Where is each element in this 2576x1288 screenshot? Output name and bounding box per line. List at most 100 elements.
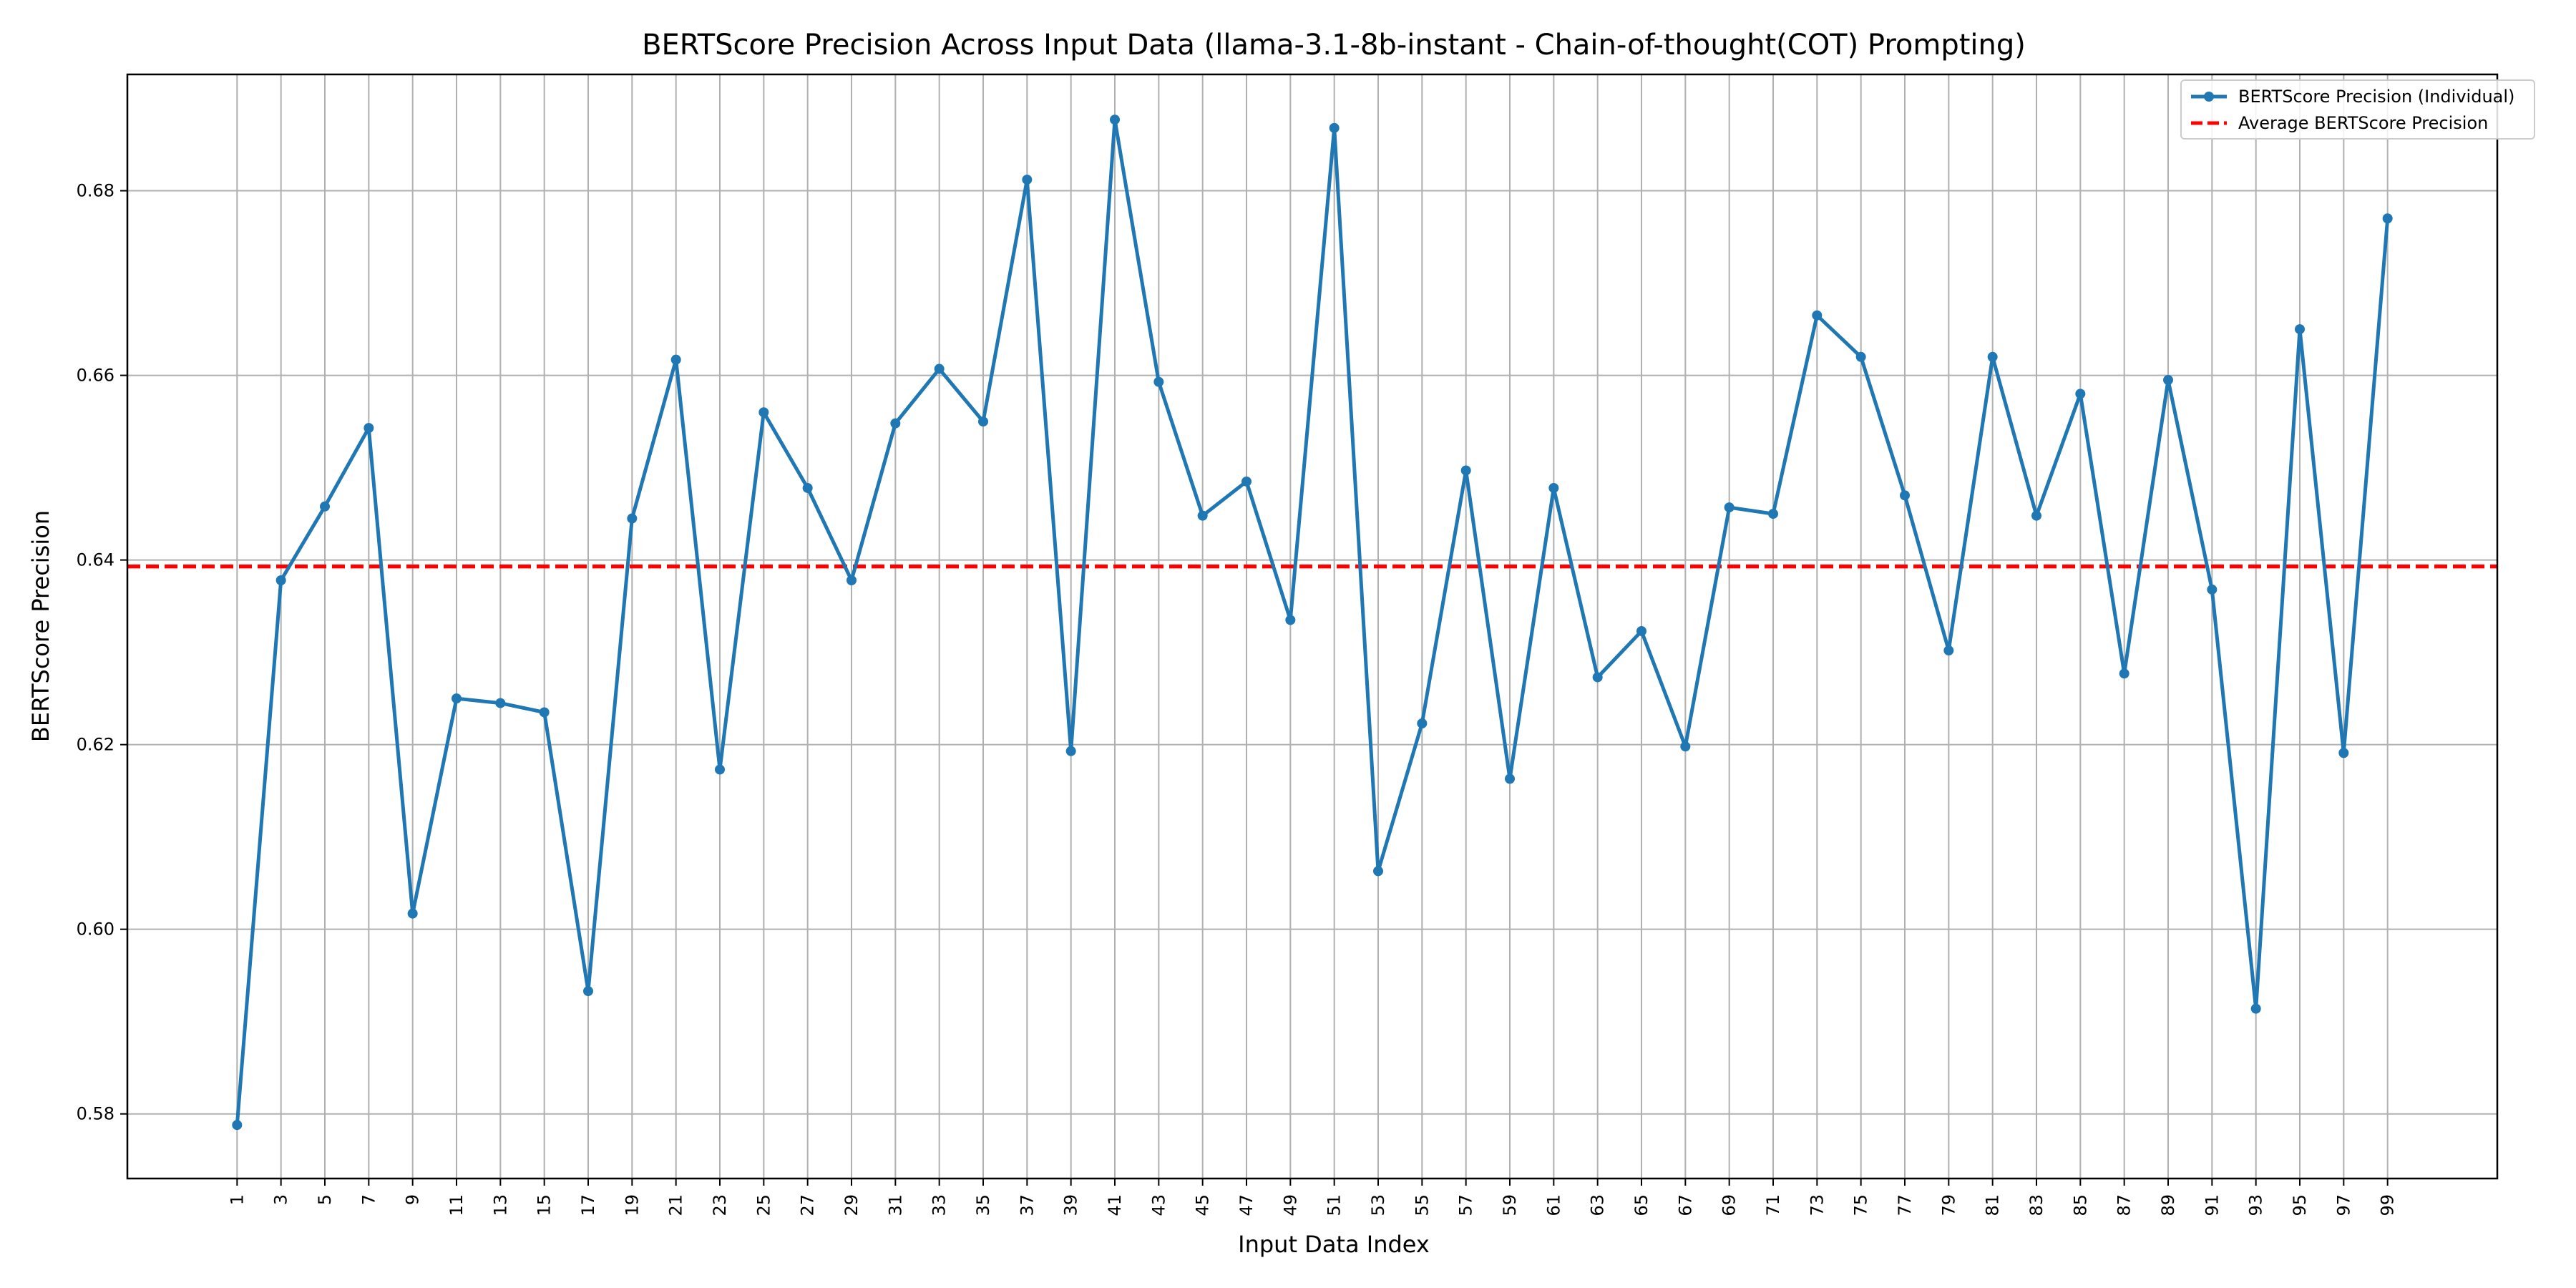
x-tick-label: 9 — [403, 1194, 423, 1205]
x-axis-label: Input Data Index — [1238, 1231, 1430, 1258]
data-point — [1373, 866, 1383, 877]
x-tick-label: 95 — [2290, 1194, 2310, 1216]
data-point — [407, 908, 418, 919]
data-point — [2119, 668, 2129, 679]
data-point — [670, 354, 681, 365]
x-tick-label: 59 — [1500, 1194, 1520, 1216]
legend: BERTScore Precision (Individual) Average… — [2180, 79, 2535, 140]
data-point — [1285, 615, 1296, 625]
x-tick-label: 87 — [2114, 1194, 2135, 1216]
data-point — [1943, 645, 1954, 656]
chart-title: BERTScore Precision Across Input Data (l… — [642, 29, 2026, 62]
x-tick-label: 15 — [535, 1194, 555, 1216]
data-point — [1329, 122, 1340, 133]
y-tick-label: 0.68 — [77, 181, 114, 201]
data-point — [1855, 351, 1866, 362]
x-tick-label: 21 — [666, 1194, 686, 1216]
x-tick-label: 93 — [2246, 1194, 2266, 1216]
data-point — [1812, 310, 1823, 321]
x-tick-label: 53 — [1368, 1194, 1388, 1216]
data-point — [715, 764, 725, 775]
x-tick-label: 69 — [1719, 1194, 1740, 1216]
data-point — [934, 364, 945, 374]
data-point — [1153, 376, 1164, 387]
x-tick-label: 17 — [578, 1194, 598, 1216]
data-point — [539, 707, 550, 718]
x-tick-label: 41 — [1105, 1194, 1125, 1216]
data-point — [1680, 741, 1691, 752]
x-tick-label: 1 — [227, 1194, 247, 1205]
x-tick-label: 29 — [841, 1194, 862, 1216]
y-tick-label: 0.60 — [77, 919, 114, 940]
data-point — [275, 575, 286, 585]
x-tick-label: 91 — [2202, 1194, 2222, 1216]
data-point — [1065, 746, 1076, 756]
ticks-layer: 1 3 5 7 9 11 13 15 17 19 21 23 25 27 29 31 33 35 37 39 41 43 4… — [77, 181, 2398, 1216]
y-tick-label: 0.62 — [77, 735, 114, 755]
x-tick-label: 33 — [930, 1194, 950, 1216]
data-point — [1900, 490, 1910, 501]
data-point — [978, 416, 988, 427]
data-point — [495, 698, 506, 708]
data-point — [1987, 351, 1998, 362]
x-tick-label: 83 — [2026, 1194, 2046, 1216]
data-point — [364, 423, 374, 434]
x-tick-label: 51 — [1324, 1194, 1345, 1216]
x-tick-label: 55 — [1412, 1194, 1432, 1216]
x-tick-label: 49 — [1280, 1194, 1300, 1216]
data-point — [2250, 1003, 2261, 1014]
data-point — [1636, 625, 1646, 636]
x-tick-label: 79 — [1938, 1194, 1958, 1216]
data-point — [232, 1120, 243, 1131]
data-point — [627, 513, 638, 524]
x-tick-label: 63 — [1588, 1194, 1608, 1216]
x-tick-label: 67 — [1675, 1194, 1695, 1216]
x-tick-label: 99 — [2378, 1194, 2398, 1216]
x-tick-label: 39 — [1061, 1194, 1081, 1216]
data-point — [1724, 502, 1735, 513]
x-tick-label: 43 — [1148, 1194, 1169, 1216]
y-axis-label: BERTScore Precision — [27, 510, 54, 742]
x-tick-label: 71 — [1763, 1194, 1783, 1216]
data-point — [1548, 482, 1559, 493]
series-line-individual — [235, 117, 2390, 1126]
data-point — [1241, 476, 1252, 487]
data-point — [890, 418, 901, 429]
data-point — [1460, 465, 1471, 476]
x-tick-label: 11 — [447, 1194, 467, 1216]
x-tick-label: 27 — [798, 1194, 818, 1216]
data-point — [2163, 375, 2173, 386]
data-point — [1768, 509, 1778, 519]
x-tick-label: 25 — [753, 1194, 774, 1216]
data-point — [1197, 510, 1208, 521]
data-point — [2295, 324, 2305, 335]
data-point — [1022, 175, 1033, 185]
x-tick-label: 3 — [271, 1194, 291, 1205]
x-tick-label: 31 — [885, 1194, 905, 1216]
x-tick-label: 73 — [1807, 1194, 1827, 1216]
x-tick-label: 77 — [1895, 1194, 1915, 1216]
legend-label-individual: BERTScore Precision (Individual) — [2238, 87, 2514, 107]
x-tick-label: 5 — [315, 1194, 335, 1205]
data-point — [847, 575, 857, 585]
data-point — [1110, 114, 1120, 125]
x-tick-label: 19 — [622, 1194, 642, 1216]
y-tick-label: 0.66 — [77, 366, 114, 386]
x-tick-label: 7 — [358, 1194, 379, 1205]
x-tick-label: 37 — [1017, 1194, 1037, 1216]
legend-marker-individual — [2204, 92, 2214, 102]
x-tick-label: 97 — [2333, 1194, 2353, 1216]
legend-label-average: Average BERTScore Precision — [2238, 113, 2488, 133]
series-layer — [232, 114, 2393, 1131]
data-point — [2207, 584, 2218, 595]
data-point — [1592, 672, 1603, 683]
y-tick-label: 0.58 — [77, 1104, 114, 1124]
plot-frame — [126, 73, 2499, 1180]
x-tick-label: 45 — [1193, 1194, 1213, 1216]
data-point — [2338, 748, 2349, 758]
legend-box — [2180, 79, 2535, 140]
x-tick-label: 61 — [1543, 1194, 1563, 1216]
data-point — [802, 482, 813, 493]
x-tick-label: 65 — [1631, 1194, 1652, 1216]
